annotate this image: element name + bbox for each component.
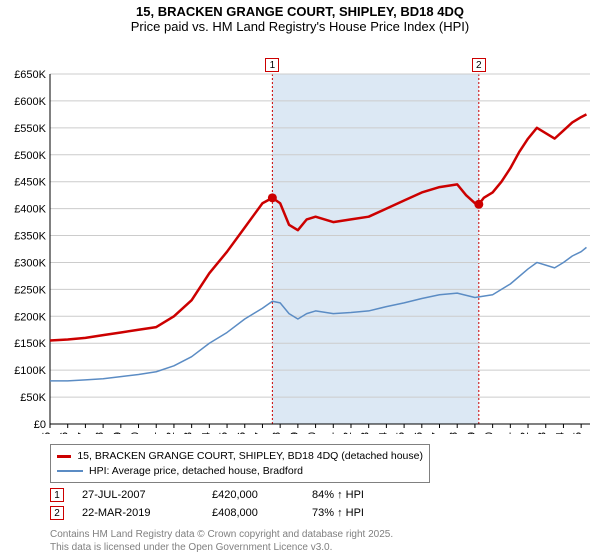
x-tick-label: 2008 [271, 432, 283, 434]
y-tick-label: £300K [14, 257, 46, 269]
x-tick-label: 2001 [147, 432, 159, 434]
x-tick-label: 2006 [236, 432, 248, 434]
annotation-row: 2 22-MAR-2019£408,00073% ↑ HPI [50, 504, 412, 522]
legend-swatch [57, 470, 83, 472]
footer-line-2: This data is licensed under the Open Gov… [50, 541, 393, 554]
y-tick-label: £500K [14, 150, 46, 162]
x-tick-label: 1997 [76, 432, 88, 434]
x-tick-label: 2024 [554, 432, 566, 434]
y-tick-label: £400K [14, 204, 46, 216]
x-tick-label: 2002 [165, 432, 177, 434]
x-tick-label: 2021 [501, 432, 513, 434]
legend-swatch [57, 455, 71, 458]
annotation-row: 1 27-JUL-2007£420,00084% ↑ HPI [50, 486, 412, 504]
x-tick-label: 2016 [413, 432, 425, 434]
annotation-date: 27-JUL-2007 [82, 489, 212, 501]
legend-item: HPI: Average price, detached house, Brad… [57, 464, 423, 479]
x-tick-label: 2007 [253, 432, 265, 434]
chart-title: 15, BRACKEN GRANGE COURT, SHIPLEY, BD18 … [0, 4, 600, 19]
x-tick-label: 2014 [377, 432, 389, 434]
x-tick-label: 2025 [572, 432, 584, 434]
x-tick-label: 1999 [112, 432, 124, 434]
legend-item: 15, BRACKEN GRANGE COURT, SHIPLEY, BD18 … [57, 449, 423, 464]
x-tick-label: 1995 [41, 432, 53, 434]
footer-line-1: Contains HM Land Registry data © Crown c… [50, 528, 393, 541]
chart-container: 15, BRACKEN GRANGE COURT, SHIPLEY, BD18 … [0, 0, 600, 560]
y-tick-label: £100K [14, 365, 46, 377]
x-tick-label: 2012 [342, 432, 354, 434]
chart-subtitle: Price paid vs. HM Land Registry's House … [0, 19, 600, 34]
y-tick-label: £550K [14, 123, 46, 135]
y-tick-label: £200K [14, 311, 46, 323]
x-tick-label: 2019 [466, 432, 478, 434]
y-tick-label: £150K [14, 338, 46, 350]
annotation-table: 1 27-JUL-2007£420,00084% ↑ HPI 2 22-MAR-201… [50, 486, 412, 522]
annotation-pct: 84% ↑ HPI [312, 489, 412, 501]
y-tick-label: £350K [14, 231, 46, 243]
legend: 15, BRACKEN GRANGE COURT, SHIPLEY, BD18 … [50, 444, 430, 483]
x-tick-label: 1998 [94, 432, 106, 434]
x-tick-label: 2013 [360, 432, 372, 434]
annotation-price: £408,000 [212, 507, 312, 519]
y-tick-label: £0 [34, 419, 46, 431]
legend-label: HPI: Average price, detached house, Brad… [89, 464, 303, 479]
x-tick-label: 2022 [519, 432, 531, 434]
y-tick-label: £250K [14, 284, 46, 296]
x-tick-label: 2023 [537, 432, 549, 434]
x-tick-label: 2018 [448, 432, 460, 434]
x-tick-label: 1996 [59, 432, 71, 434]
x-tick-label: 2015 [395, 432, 407, 434]
x-tick-label: 2010 [307, 432, 319, 434]
annotation-price: £420,000 [212, 489, 312, 501]
x-tick-label: 2020 [484, 432, 496, 434]
footer: Contains HM Land Registry data © Crown c… [50, 528, 393, 554]
annotation-date: 22-MAR-2019 [82, 507, 212, 519]
y-tick-label: £50K [20, 392, 46, 404]
x-tick-label: 2017 [431, 432, 443, 434]
sale-marker-2: 2 [472, 58, 486, 72]
legend-label: 15, BRACKEN GRANGE COURT, SHIPLEY, BD18 … [77, 449, 423, 464]
x-tick-label: 2009 [289, 432, 301, 434]
x-tick-label: 2000 [130, 432, 142, 434]
y-tick-label: £450K [14, 177, 46, 189]
annotation-marker: 2 [50, 506, 64, 520]
y-tick-label: £600K [14, 96, 46, 108]
annotation-pct: 73% ↑ HPI [312, 507, 412, 519]
x-tick-label: 2003 [183, 432, 195, 434]
y-tick-label: £650K [14, 69, 46, 81]
chart-titles: 15, BRACKEN GRANGE COURT, SHIPLEY, BD18 … [0, 0, 600, 34]
x-tick-label: 2011 [324, 432, 336, 434]
chart-svg: £0 £50K £100K £150K £200K £250K £300K £350K £400… [0, 34, 600, 434]
x-tick-label: 2005 [218, 432, 230, 434]
annotation-marker: 1 [50, 488, 64, 502]
sale-marker-1: 1 [265, 58, 279, 72]
x-tick-label: 2004 [200, 432, 212, 434]
